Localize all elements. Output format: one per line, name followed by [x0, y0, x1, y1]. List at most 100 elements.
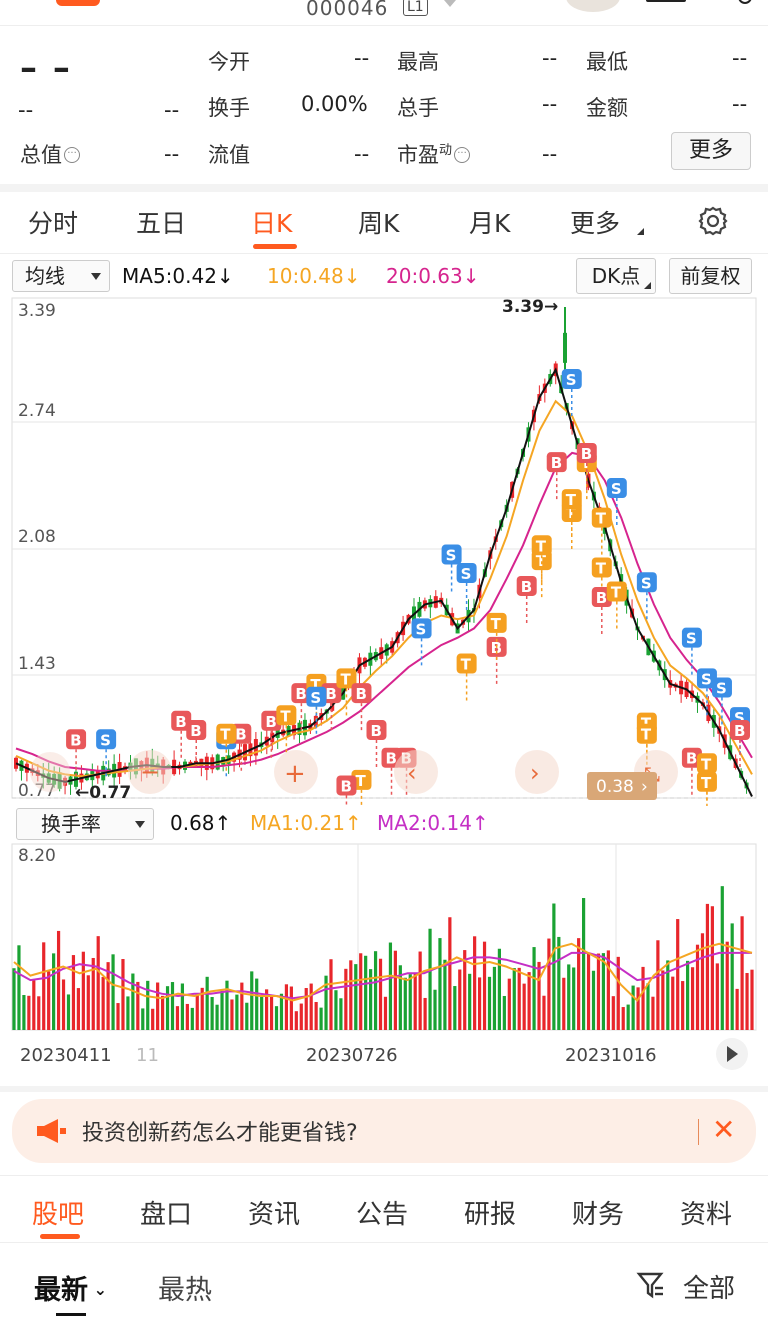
turnover-bar — [591, 970, 596, 1030]
current-price-tag-text: 0.38 — [596, 777, 634, 797]
adjust-button[interactable]: 前复权 — [669, 258, 752, 294]
signal-badge — [456, 563, 477, 584]
signal-badge — [561, 369, 582, 390]
turnover-bar — [245, 1002, 249, 1030]
turnover-bar — [131, 973, 135, 1030]
reset-button[interactable] — [30, 752, 70, 792]
tab-more[interactable]: 更多 — [570, 209, 621, 238]
more-dots-icon[interactable]: ··· — [454, 147, 471, 163]
tab-financials[interactable]: 财务 — [572, 1200, 625, 1230]
turnover-bar — [695, 944, 700, 1030]
turnover-bar — [453, 986, 457, 1030]
signal-badge — [696, 753, 717, 774]
signal-badge — [576, 442, 597, 463]
avatar[interactable] — [566, 0, 620, 12]
tab-orderbook[interactable]: 盘口 — [140, 1200, 193, 1230]
signal-badge — [546, 452, 567, 473]
promo-banner[interactable]: 投资创新药怎么才能更省钱? ✕ — [12, 1099, 756, 1163]
signal-label: S — [611, 480, 622, 498]
signal-badge — [606, 478, 627, 499]
y-tick: 2.74 — [18, 401, 56, 421]
signal-badge — [441, 544, 462, 565]
turnover-label: 换手 — [208, 96, 250, 120]
turnover-bar — [458, 969, 462, 1030]
sub-indicator-select[interactable]: 换手率 — [16, 808, 154, 840]
turnover-bar — [27, 995, 31, 1030]
zoom-in-button[interactable] — [274, 750, 318, 794]
tab-daily-k[interactable]: 日K — [251, 209, 293, 238]
tab-monthly-k[interactable]: 月K — [469, 209, 511, 238]
sort-tabs: 最新 ⌄ 最热 全部 — [0, 1250, 768, 1327]
turnover-bar — [205, 976, 209, 1030]
scroll-end-button[interactable] — [716, 1038, 748, 1070]
turnover-bar — [433, 989, 437, 1030]
scroll-right-button[interactable] — [515, 750, 559, 794]
chevron-down-icon — [135, 821, 145, 828]
turnover-bar — [666, 960, 670, 1030]
menu-icon[interactable] — [646, 0, 686, 2]
search-icon[interactable] — [738, 0, 752, 4]
turnover-bar — [289, 986, 293, 1030]
signal-label: B — [491, 639, 502, 657]
current-price-tag[interactable]: 0.38 › — [587, 772, 657, 800]
turnover-bar — [596, 953, 601, 1030]
turnover-bar — [111, 954, 115, 1030]
active-tab-indicator — [40, 1234, 80, 1239]
tab-weekly-k[interactable]: 周K — [358, 209, 400, 238]
signal-label: T — [536, 537, 547, 555]
turnover-bar — [160, 995, 165, 1030]
filter-label[interactable]: 全部 — [683, 1274, 736, 1304]
turnover-bar — [487, 976, 492, 1030]
chevron-down-icon[interactable] — [444, 0, 456, 7]
turnover-bar — [334, 990, 338, 1030]
turnover-bar — [151, 1008, 155, 1030]
signal-label: S — [310, 689, 321, 707]
tab-forum[interactable]: 股吧 — [32, 1200, 85, 1230]
turnover-bar — [537, 961, 541, 1030]
tab-research[interactable]: 研报 — [464, 1200, 517, 1230]
dk-point-button[interactable]: DK点 — [576, 258, 656, 294]
close-icon[interactable]: ✕ — [712, 1113, 736, 1146]
level-badge[interactable]: L1 — [403, 0, 428, 16]
pe-label[interactable]: 市盈动 ··· — [397, 139, 471, 169]
turnover-bar — [522, 983, 526, 1030]
divider — [0, 184, 768, 192]
market-cap-label[interactable]: 总值 ··· — [20, 139, 80, 169]
turnover-bar — [359, 953, 363, 1030]
tab-five-day[interactable]: 五日 — [136, 209, 187, 238]
signal-label: B — [340, 777, 351, 795]
filter-icon[interactable] — [636, 1270, 666, 1300]
sort-hot[interactable]: 最热 — [158, 1275, 212, 1306]
signal-label: B — [370, 722, 381, 740]
turnover-bar — [735, 988, 739, 1030]
kline-chart[interactable]: 3.39 2.74 2.08 1.43 0.77 BSBBSBTBTBTBSTB… — [0, 294, 768, 806]
tab-intraday[interactable]: 分时 — [28, 209, 79, 238]
turnover-bar — [463, 950, 467, 1030]
high-label: 最高 — [397, 50, 439, 74]
turnover-chart[interactable]: 8.20 20230411 11 20230726 20231016 — [0, 840, 768, 1085]
scroll-left-button[interactable] — [394, 750, 438, 794]
tab-news[interactable]: 资讯 — [248, 1200, 301, 1230]
signal-badge — [336, 668, 357, 689]
gear-icon[interactable] — [697, 205, 729, 237]
signal-label: T — [566, 491, 577, 509]
turnover-bar — [260, 995, 264, 1030]
signal-badge — [606, 581, 627, 602]
trade-signals: BSBBSBTBTBTBSTBBTBBBSSSTBTBTTBTTSTBSTTBT… — [66, 369, 750, 806]
sort-latest[interactable]: 最新 ⌄ — [34, 1275, 107, 1306]
turnover-bar — [542, 995, 546, 1030]
indicator-select[interactable]: 均线 — [12, 260, 110, 292]
turnover-bar — [195, 994, 199, 1030]
turnover-bar — [91, 957, 95, 1030]
more-dots-icon[interactable]: ··· — [64, 147, 80, 163]
play-icon — [727, 1046, 738, 1062]
turnover-bar — [215, 1004, 219, 1030]
turnover-bar — [715, 963, 719, 1030]
turnover-bar — [86, 975, 90, 1030]
tab-announcements[interactable]: 公告 — [356, 1200, 409, 1230]
more-button[interactable]: 更多 — [671, 132, 751, 170]
turnover-bar — [705, 903, 710, 1030]
brand-badge[interactable] — [56, 0, 100, 6]
tab-profile[interactable]: 资料 — [680, 1200, 733, 1230]
zoom-out-button[interactable] — [128, 750, 172, 794]
